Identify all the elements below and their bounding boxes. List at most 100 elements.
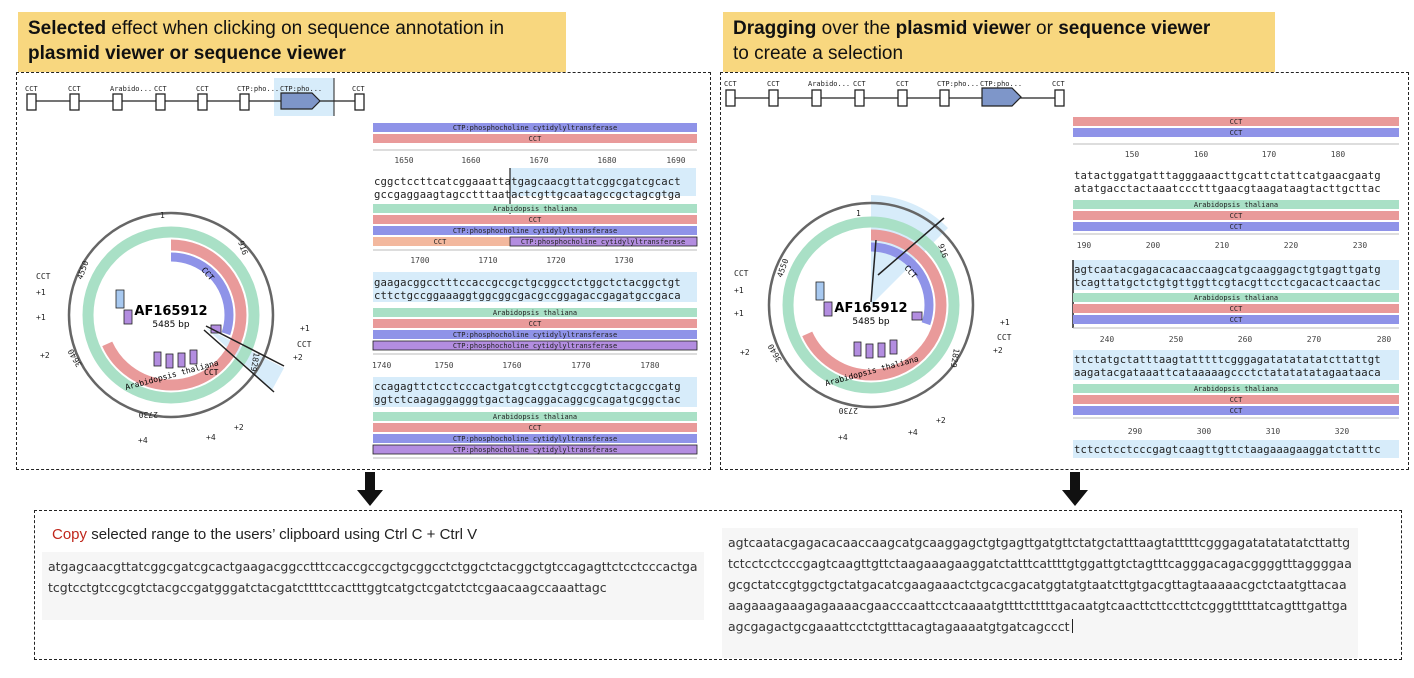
ctp-block[interactable]: [939, 89, 950, 107]
ruler-tick: 1670: [529, 156, 548, 165]
ctp-block[interactable]: [239, 93, 250, 111]
left-banner-rest1: effect when clicking on sequence annotat…: [106, 18, 505, 39]
ruler-tick: 290: [1128, 427, 1143, 436]
feature-label: CCT: [1230, 118, 1243, 126]
cct-block[interactable]: [155, 93, 166, 111]
sequence-row[interactable]: agtcaatacgagacacaaccaagcatgcaaggagctgtga…: [1074, 264, 1381, 276]
sequence-viewer-right[interactable]: CCT CCT Arabidopsis thaliana CCT CCT Ara…: [1072, 116, 1400, 466]
ctp-ring[interactable]: [108, 252, 234, 378]
feature-label: CCT: [1230, 407, 1243, 415]
feature-label: CCT: [529, 216, 542, 224]
cct-block[interactable]: [897, 89, 908, 107]
feature-label: CTP:phosphocholine cytidylyltransferase: [453, 227, 617, 235]
circular-map-right[interactable]: AF165912 5485 bp 1 916 1829 2730 3640 45…: [726, 190, 1026, 450]
feature-label: Arabidopsis thaliana: [493, 205, 577, 213]
sequence-row[interactable]: gaagacggcctttccaccgccgctgcggcctctggctcta…: [374, 277, 681, 289]
ctp-arrow[interactable]: [981, 87, 1022, 107]
linear-label: CTP:pho...: [980, 80, 1022, 88]
linear-label: CTP:pho...: [280, 85, 322, 93]
feature-label: CTP:phosphocholine cytidylyltransferase: [453, 331, 617, 339]
sequence-row[interactable]: cttctgccggaaaggtggcggcgacgccggagaccgagat…: [374, 290, 681, 302]
cct-block[interactable]: [69, 93, 80, 111]
feature-label: CTP:phosphocholine cytidylyltransferase: [453, 435, 617, 443]
arabidopsis-ring[interactable]: [782, 216, 960, 394]
cct-block[interactable]: [854, 89, 865, 107]
cct-block[interactable]: [768, 89, 779, 107]
cct-block[interactable]: [197, 93, 208, 111]
cct-block[interactable]: [26, 93, 37, 111]
arabidopsis-ring[interactable]: [82, 226, 260, 404]
tick-label: 1: [160, 211, 165, 220]
feature-label: CTP:phosphocholine cytidylyltransferase: [453, 124, 617, 132]
ruler-tick: 190: [1077, 241, 1092, 250]
sequence-row[interactable]: cggctccttcatcggaaattatgagcaacgttatcggcga…: [374, 176, 681, 188]
ruler-tick: 210: [1215, 241, 1230, 250]
outer-label: +2: [234, 423, 244, 432]
cct-ring[interactable]: [95, 239, 247, 391]
linear-map-left[interactable]: CCT CCT Arabido... CCT CCT CTP:pho... CT…: [22, 76, 382, 120]
cct-block[interactable]: [354, 93, 365, 111]
ruler-tick: 150: [1125, 150, 1140, 159]
ruler-tick: 280: [1377, 335, 1392, 344]
outer-label: +1: [300, 324, 310, 333]
plasmid-length: 5485 bp: [152, 320, 189, 330]
outer-label: CCT: [734, 269, 749, 278]
sequence-row[interactable]: tcagttatgctctgtgttggttcgtacgttcctcgacact…: [1074, 277, 1381, 289]
outer-label: +4: [138, 436, 148, 445]
backbone-ring: [67, 211, 275, 419]
sequence-viewer-left[interactable]: CTP:phosphocholine cytidylyltransferase …: [372, 122, 698, 462]
arabido-block[interactable]: [811, 89, 822, 107]
ctp-arrow[interactable]: [280, 92, 321, 110]
ruler-tick: 180: [1331, 150, 1346, 159]
linear-map-right[interactable]: CCT CCT Arabido... CCT CCT CTP:pho... CT…: [722, 76, 1082, 120]
ruler-tick: 1770: [571, 361, 590, 370]
linear-label: CCT: [196, 85, 209, 93]
sequence-row[interactable]: ggtctcaagaggagggtgactagcaggacaggcgcagatg…: [374, 394, 681, 406]
outer-label: +2: [40, 351, 50, 360]
ruler-tick: 1700: [410, 256, 429, 265]
feature-label: CTP:phosphocholine cytidylyltransferase: [521, 238, 685, 246]
down-arrow-icon: [1062, 472, 1088, 506]
arabido-block[interactable]: [112, 93, 123, 111]
left-banner-bold1: Selected: [28, 18, 107, 39]
clipboard-text-right[interactable]: agtcaatacgagacacaaccaagcatgcaaggagctgtga…: [722, 528, 1358, 658]
feature-label: CCT: [529, 135, 542, 143]
circular-map-left[interactable]: AF165912 5485 bp 1 916 1829 2730 3640 45…: [26, 200, 326, 460]
cct-block[interactable]: [1054, 89, 1065, 107]
ruler-tick: 250: [1169, 335, 1184, 344]
clipboard-panel: [34, 510, 1402, 660]
sequence-row[interactable]: aagatacgataaattcataaaaagccctctatatatatag…: [1074, 367, 1381, 379]
right-banner-bold1: Dragging: [733, 18, 817, 39]
linear-label: CCT: [724, 80, 737, 88]
outer-label: +1: [36, 288, 46, 297]
right-banner-rest1: over the: [816, 18, 896, 39]
cct-block[interactable]: [725, 89, 736, 107]
sequence-row[interactable]: atatgacctactaaatccctttgaacgtaagataagtact…: [1074, 183, 1381, 195]
plasmid-name: AF165912: [834, 301, 907, 316]
linear-label: CTP:pho...: [237, 85, 279, 93]
linear-label: CCT: [25, 85, 38, 93]
ruler-tick: 230: [1353, 241, 1368, 250]
ruler-tick: 240: [1100, 335, 1115, 344]
outer-label: +4: [206, 433, 216, 442]
ruler-tick: 1740: [372, 361, 391, 370]
sequence-row[interactable]: ccagagttctcctcccactgatcgtcctgtccgcgtctac…: [374, 381, 681, 393]
outer-label: +2: [293, 353, 303, 362]
ruler-tick: 260: [1238, 335, 1253, 344]
ruler-tick: 310: [1266, 427, 1281, 436]
ctp-ring[interactable]: [808, 242, 934, 368]
copy-word: Copy: [52, 526, 88, 543]
sequence-row[interactable]: tatactggatgatttagggaaacttgcattctattcatga…: [1074, 170, 1381, 182]
cct-ring[interactable]: [795, 229, 947, 381]
ruler-tick: 1720: [546, 256, 565, 265]
copy-rest: selected range to the users’ clipboard u…: [87, 526, 478, 543]
left-viewer-panel: [16, 72, 711, 470]
clipboard-text-left[interactable]: atgagcaacgttatcggcgatcgcactgaagacggccttt…: [42, 552, 704, 620]
outer-label: +2: [993, 346, 1003, 355]
linear-label: CCT: [1052, 80, 1065, 88]
plasmid-name: AF165912: [134, 304, 207, 319]
ruler-tick: 270: [1307, 335, 1322, 344]
sequence-row[interactable]: tctcctcctcccgagtcaagttgttctaagaaagaaggat…: [1074, 444, 1381, 456]
sequence-row[interactable]: ttctatgctatttaagtatttttcgggagatatatatatc…: [1074, 354, 1381, 366]
sequence-row[interactable]: gccgaggaagtagcctttaatactcgttgcaatagccgct…: [374, 189, 681, 201]
